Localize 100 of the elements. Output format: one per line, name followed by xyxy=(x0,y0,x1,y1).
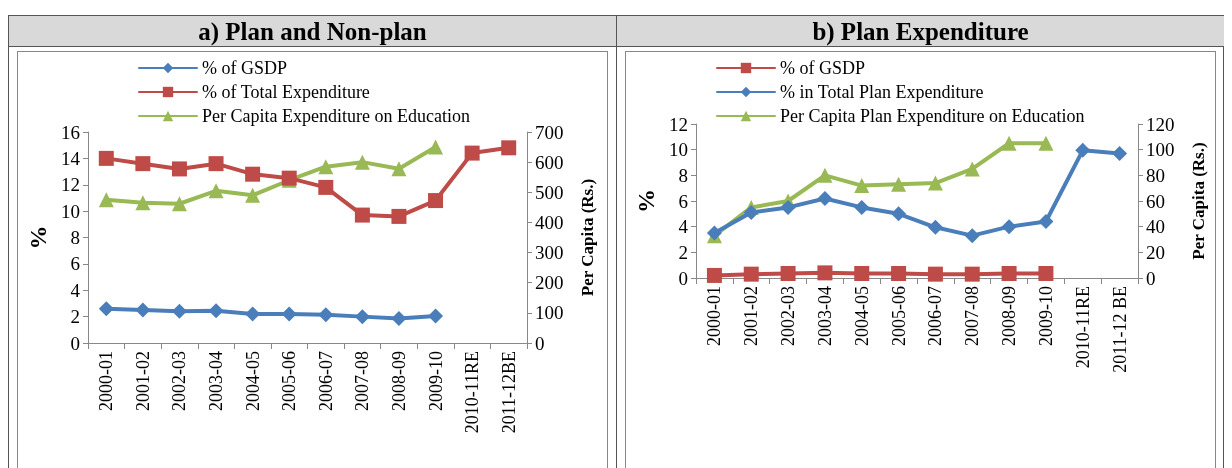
point xyxy=(964,228,980,244)
y-tick-label: 2 xyxy=(678,241,688,263)
y-tick-label: 4 xyxy=(70,279,81,301)
y2-tick-label: 120 xyxy=(1146,113,1175,135)
point xyxy=(318,159,334,175)
legend-label: % in Total Plan Expenditure xyxy=(780,82,984,102)
point xyxy=(281,306,297,322)
point xyxy=(1075,142,1091,158)
point xyxy=(98,192,114,208)
x-tick-label: 2000-01 xyxy=(704,286,725,346)
point xyxy=(927,219,943,235)
y2-tick-label: 100 xyxy=(535,302,564,324)
y-tick-label: 4 xyxy=(678,216,689,238)
x-tick-label: 2005-06 xyxy=(279,351,300,411)
x-tick-label: 2008-09 xyxy=(388,351,409,411)
point xyxy=(1112,146,1128,162)
point xyxy=(208,183,224,199)
x-tick-label: 2001-02 xyxy=(741,286,762,346)
point xyxy=(854,266,870,282)
point xyxy=(428,193,444,209)
y-tick-label: 6 xyxy=(70,253,80,275)
x-tick-label: 2011-12 BE xyxy=(1109,286,1130,373)
y2-axis-title: Per Capita (Rs.) xyxy=(1189,142,1208,260)
point xyxy=(428,308,444,324)
y2-tick-label: 0 xyxy=(1146,267,1156,289)
y-tick-label: 2 xyxy=(70,306,80,328)
point xyxy=(135,195,151,211)
x-tick-label: 2007-08 xyxy=(352,351,373,411)
point xyxy=(354,154,370,170)
point xyxy=(964,161,980,177)
point xyxy=(854,178,870,194)
point xyxy=(817,265,833,281)
point xyxy=(464,145,480,161)
legend-label: % of GSDP xyxy=(202,58,288,78)
y2-tick-label: 20 xyxy=(1146,241,1165,263)
point xyxy=(354,309,370,325)
point xyxy=(501,140,517,156)
point xyxy=(245,187,261,203)
point xyxy=(817,167,833,183)
x-tick-label: 2006-07 xyxy=(315,351,336,411)
point xyxy=(743,266,759,282)
x-tick-label: 2006-07 xyxy=(925,286,946,346)
y-tick-label: 8 xyxy=(70,227,80,248)
point xyxy=(1038,135,1054,151)
x-tick-label: 2010-11RE xyxy=(1072,286,1093,369)
point xyxy=(245,166,261,182)
y2-tick-label: 300 xyxy=(535,242,564,264)
point xyxy=(891,176,907,192)
point xyxy=(780,199,796,215)
point xyxy=(98,150,114,166)
point xyxy=(891,206,907,222)
y2-tick-label: 200 xyxy=(535,272,564,294)
y-tick-label: 12 xyxy=(61,174,80,196)
point xyxy=(391,311,407,327)
point xyxy=(318,179,334,195)
point xyxy=(171,196,187,212)
y2-axis-title: Per Capita (Rs.) xyxy=(578,178,597,297)
chart-title: a) Plan and Non-plan xyxy=(9,16,616,47)
y2-tick-label: 700 xyxy=(535,121,564,143)
y2-tick-label: 0 xyxy=(535,332,545,354)
point xyxy=(98,301,114,317)
point xyxy=(1038,214,1054,230)
point xyxy=(780,266,796,282)
legend-label: Per Capita Expenditure on Education xyxy=(202,106,470,126)
point xyxy=(208,303,224,319)
y2-tick-label: 80 xyxy=(1146,164,1165,186)
y-tick-label: 0 xyxy=(678,267,688,289)
y-axis-title: % xyxy=(25,225,51,250)
x-tick-label: 2003-04 xyxy=(206,351,227,411)
y-tick-label: 10 xyxy=(669,139,688,161)
point xyxy=(208,156,224,172)
x-tick-label: 2009-10 xyxy=(1035,286,1056,346)
point xyxy=(428,139,444,155)
point xyxy=(854,199,870,215)
y-tick-label: 12 xyxy=(669,113,688,135)
x-tick-label: 2010-11RE xyxy=(462,351,483,434)
y-tick-label: 16 xyxy=(61,121,80,143)
y2-tick-label: 40 xyxy=(1146,216,1165,238)
point xyxy=(354,207,370,223)
x-tick-label: 2003-04 xyxy=(814,286,835,346)
x-tick-label: 2005-06 xyxy=(888,286,909,346)
point xyxy=(135,156,151,172)
point xyxy=(1001,219,1017,235)
legend-label: % of GSDP xyxy=(780,58,866,78)
x-tick-label: 2004-05 xyxy=(851,286,872,346)
y-tick-label: 6 xyxy=(678,190,688,212)
point xyxy=(1001,266,1017,282)
point xyxy=(1001,135,1017,151)
point xyxy=(706,267,722,283)
chart-title: b) Plan Expenditure xyxy=(617,16,1224,47)
y-tick-label: 14 xyxy=(61,147,81,169)
point xyxy=(817,190,833,206)
point xyxy=(891,266,907,282)
x-tick-label: 2011-12BE xyxy=(498,351,519,434)
x-tick-label: 2009-10 xyxy=(425,351,446,411)
y-tick-label: 8 xyxy=(678,164,688,186)
point xyxy=(135,302,151,318)
point xyxy=(927,266,943,282)
point xyxy=(171,161,187,177)
y2-tick-label: 400 xyxy=(535,211,564,233)
